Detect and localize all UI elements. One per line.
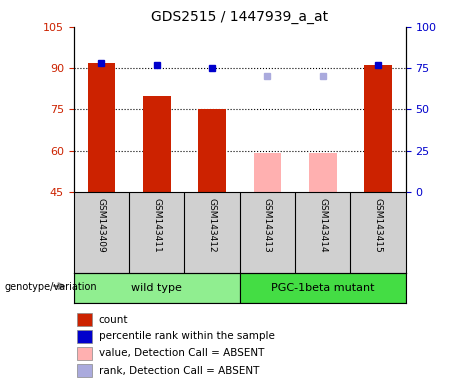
Text: wild type: wild type (131, 283, 182, 293)
Text: count: count (99, 314, 128, 324)
Bar (77, 347, 92, 360)
Text: GSM143411: GSM143411 (152, 199, 161, 253)
Bar (77, 364, 92, 377)
Bar (88, 63, 115, 192)
Text: GSM143413: GSM143413 (263, 199, 272, 253)
Title: GDS2515 / 1447939_a_at: GDS2515 / 1447939_a_at (151, 10, 328, 25)
Bar (77, 330, 92, 343)
Bar (240, 273, 406, 303)
Text: GSM143415: GSM143415 (373, 199, 383, 253)
Text: rank, Detection Call = ABSENT: rank, Detection Call = ABSENT (99, 366, 259, 376)
Text: GSM143414: GSM143414 (318, 199, 327, 253)
Text: GSM143412: GSM143412 (207, 199, 217, 253)
Bar (198, 109, 226, 192)
Text: value, Detection Call = ABSENT: value, Detection Call = ABSENT (99, 348, 264, 358)
Text: GSM143409: GSM143409 (97, 199, 106, 253)
Bar (77, 313, 92, 326)
Bar (143, 96, 171, 192)
Text: genotype/variation: genotype/variation (5, 282, 97, 292)
Text: percentile rank within the sample: percentile rank within the sample (99, 331, 275, 341)
Bar (254, 154, 281, 192)
Bar (309, 154, 337, 192)
Text: PGC-1beta mutant: PGC-1beta mutant (271, 283, 374, 293)
Bar (364, 65, 392, 192)
Bar (74, 273, 240, 303)
